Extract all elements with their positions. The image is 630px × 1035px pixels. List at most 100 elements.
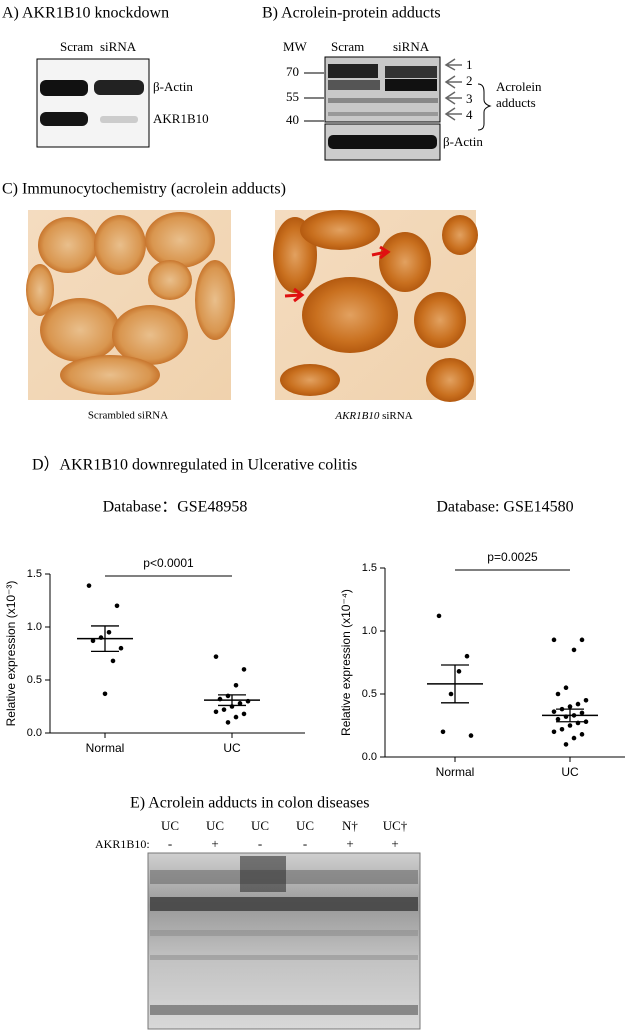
error-bar — [556, 708, 584, 723]
band-label: β-Actin — [153, 79, 193, 94]
blot-band — [385, 66, 437, 78]
mw-label: MW — [283, 39, 308, 54]
chart-title: Database: GSE14580 — [436, 499, 573, 516]
data-point — [579, 637, 585, 643]
caption: Scrambled siRNA — [88, 410, 168, 422]
data-point — [567, 704, 573, 709]
data-point — [440, 729, 446, 735]
loading-label: β-Actin — [443, 134, 483, 149]
panel-title: B) Acrolein-protein adducts — [262, 5, 441, 22]
data-point — [579, 710, 585, 716]
caption-text: siRNA — [382, 410, 413, 422]
adduct-number: 2 — [466, 73, 473, 88]
data-point — [86, 583, 92, 588]
data-point — [233, 714, 239, 720]
adduct-number: 3 — [466, 91, 473, 106]
data-point — [567, 723, 573, 728]
micrograph — [26, 210, 235, 400]
blot-band — [94, 80, 144, 95]
y-tick-label: 1.5 — [362, 562, 377, 574]
data-point — [456, 669, 462, 674]
data-point — [555, 691, 561, 697]
lane-label: siRNA — [100, 39, 137, 54]
data-point — [110, 658, 116, 664]
data-point — [571, 647, 577, 653]
data-point — [583, 698, 589, 703]
data-point — [448, 691, 454, 697]
brace — [477, 83, 492, 131]
akr1b10-status: - — [258, 836, 262, 851]
p-value: p<0.0001 — [143, 556, 194, 570]
data-point — [436, 613, 442, 619]
lane-label: UC — [251, 818, 269, 833]
data-point — [221, 707, 227, 712]
lane-label: UC — [161, 818, 179, 833]
y-tick-label: 1.0 — [362, 625, 377, 637]
data-point — [579, 732, 585, 737]
data-point — [114, 603, 120, 609]
akr1b10-status: + — [391, 836, 398, 851]
akr1b10-status: + — [211, 836, 218, 851]
data-point — [241, 667, 247, 672]
akr1b10-status: - — [168, 836, 172, 851]
data-point — [583, 719, 589, 725]
error-bar — [218, 694, 246, 707]
mw-ticks — [304, 72, 324, 122]
blot-band — [328, 80, 380, 90]
blot-frame — [36, 58, 150, 148]
y-tick-label: 0.5 — [362, 688, 377, 700]
data-point — [571, 735, 577, 741]
error-bar — [91, 625, 119, 653]
caption: AKR1B10 siRNA — [334, 410, 412, 422]
y-tick-label: 1.5 — [27, 568, 42, 580]
blot-band — [328, 98, 438, 103]
blot-band — [40, 112, 88, 126]
data-point — [106, 630, 112, 635]
chart-title: Database：GSE48958 — [103, 499, 248, 516]
blot-band — [328, 112, 438, 116]
mw-marker: 55 — [286, 89, 299, 104]
data-point — [555, 716, 561, 722]
data-point — [90, 638, 96, 644]
data-point — [233, 683, 239, 688]
panel-title: C) Immunocytochemistry (acrolein adducts… — [2, 181, 286, 198]
data-point — [559, 726, 565, 732]
data-point — [551, 709, 557, 714]
data-point — [563, 742, 569, 747]
lane-label: N† — [342, 818, 358, 833]
lane-label: siRNA — [393, 39, 430, 54]
x-tick-label: Normal — [86, 741, 125, 755]
adduct-arrows — [444, 58, 462, 121]
p-value: p=0.0025 — [487, 550, 538, 564]
panel-title: E) Acrolein adducts in colon diseases — [130, 795, 370, 812]
data-point — [225, 720, 231, 725]
y-tick-label: 0.0 — [362, 751, 377, 763]
data-point — [464, 653, 470, 659]
y-tick-label: 0.0 — [27, 727, 42, 739]
gel — [147, 852, 421, 1030]
lane-label: UC — [206, 818, 224, 833]
blot-band — [100, 116, 138, 123]
data-point — [468, 733, 474, 738]
data-point — [563, 685, 569, 690]
akr1b10-status: - — [303, 836, 307, 851]
lane-label: UC — [296, 818, 314, 833]
data-point — [213, 654, 219, 659]
blot-band — [328, 135, 437, 149]
x-tick-label: UC — [223, 741, 241, 755]
y-tick-label: 1.0 — [27, 621, 42, 633]
y-axis-label: Relative expression (x10⁻⁴) — [339, 589, 353, 736]
adduct-number: 1 — [466, 57, 473, 72]
lane-label: Scram — [331, 39, 364, 54]
micrograph — [273, 210, 478, 402]
band-label: AKR1B10 — [153, 111, 209, 126]
data-point — [118, 645, 124, 651]
blot-band — [40, 80, 88, 96]
y-axis-label: Relative expression (x10⁻³) — [4, 581, 18, 727]
data-point — [575, 701, 581, 707]
blot-band — [385, 79, 437, 91]
mw-marker: 70 — [286, 64, 299, 79]
panel-title: A) AKR1B10 knockdown — [2, 5, 169, 22]
